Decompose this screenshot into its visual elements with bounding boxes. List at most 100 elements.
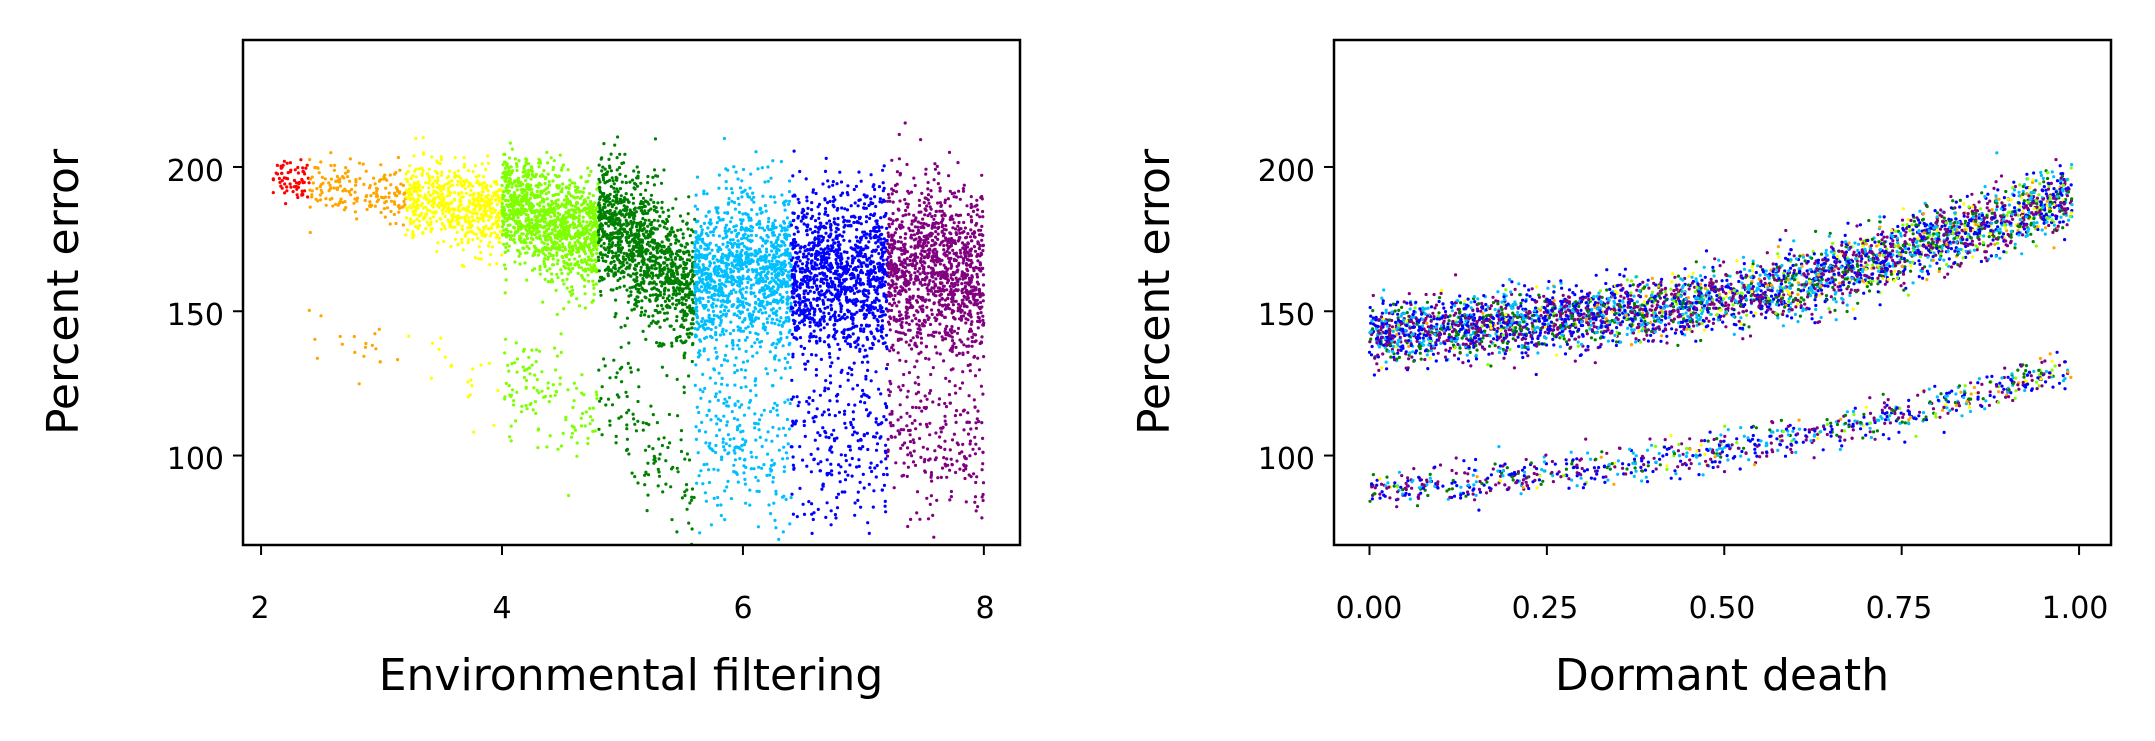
data-point	[746, 234, 750, 238]
data-point	[611, 256, 615, 260]
data-point	[733, 451, 737, 455]
data-point	[713, 346, 717, 350]
data-point	[570, 236, 574, 240]
data-point	[643, 249, 647, 253]
data-point	[684, 318, 688, 322]
data-point	[614, 236, 618, 240]
data-point	[588, 406, 592, 411]
data-point	[683, 302, 687, 306]
data-point	[409, 186, 413, 190]
data-point	[527, 173, 531, 177]
data-point	[523, 261, 527, 265]
data-point	[399, 182, 403, 186]
data-point	[743, 317, 747, 321]
data-point	[750, 268, 755, 272]
data-point	[641, 232, 646, 236]
data-point	[337, 180, 341, 184]
data-point	[785, 335, 789, 339]
data-point	[627, 244, 631, 248]
data-point	[770, 272, 774, 276]
data-point	[587, 213, 591, 217]
data-point	[609, 169, 614, 173]
data-point	[561, 242, 565, 246]
data-point	[769, 469, 773, 473]
data-point	[354, 183, 358, 187]
data-point	[733, 312, 737, 316]
data-point	[503, 171, 507, 175]
data-point	[500, 225, 504, 229]
data-point	[695, 248, 699, 252]
data-point	[665, 248, 669, 252]
data-point	[537, 391, 541, 395]
data-point	[576, 229, 580, 233]
data-point	[727, 396, 732, 400]
data-point	[587, 210, 591, 215]
data-point	[456, 208, 460, 212]
data-point	[771, 406, 775, 410]
data-point	[462, 182, 466, 186]
data-point	[440, 170, 444, 174]
data-point	[546, 242, 550, 246]
data-point	[721, 440, 725, 444]
data-point	[404, 216, 408, 220]
data-point	[520, 212, 524, 216]
data-point	[603, 181, 607, 185]
data-point	[658, 214, 662, 218]
data-point	[646, 224, 650, 228]
data-point	[604, 403, 608, 407]
data-point	[771, 230, 776, 234]
data-point	[687, 287, 692, 291]
data-point	[551, 280, 555, 284]
data-point	[749, 247, 753, 251]
data-point	[706, 308, 711, 312]
data-point	[705, 253, 709, 257]
data-point	[625, 411, 629, 415]
data-point	[658, 325, 662, 329]
data-point	[641, 421, 645, 425]
data-point	[431, 182, 435, 186]
data-point	[285, 189, 289, 193]
data-point	[720, 292, 724, 297]
data-point	[614, 177, 618, 181]
data-point	[723, 353, 728, 357]
data-point	[562, 307, 566, 311]
data-point	[765, 286, 769, 291]
data-point	[698, 296, 702, 300]
data-point	[517, 237, 522, 241]
data-point	[721, 273, 725, 278]
data-point	[397, 206, 402, 210]
data-point	[770, 266, 774, 270]
data-point	[435, 181, 439, 185]
data-point	[705, 192, 709, 196]
data-point	[709, 418, 713, 422]
data-point	[623, 152, 627, 156]
data-point	[630, 225, 634, 229]
data-point	[779, 160, 784, 164]
data-point	[741, 360, 746, 364]
data-point	[411, 230, 415, 234]
data-point	[780, 229, 784, 233]
data-point	[643, 473, 647, 477]
data-point	[767, 281, 771, 285]
data-point	[714, 443, 718, 448]
data-point	[509, 165, 513, 169]
data-point	[737, 210, 742, 214]
data-point	[302, 180, 306, 184]
data-point	[637, 170, 641, 174]
data-point	[745, 212, 749, 216]
data-point	[652, 458, 656, 462]
data-point	[328, 183, 332, 187]
data-point	[461, 207, 465, 211]
data-point	[778, 233, 782, 237]
data-point	[513, 260, 517, 264]
data-point	[647, 314, 651, 319]
data-point	[667, 305, 671, 309]
data-point	[776, 301, 780, 305]
data-point	[731, 304, 735, 308]
data-point	[664, 304, 668, 308]
data-point	[701, 482, 705, 486]
data-point	[785, 228, 789, 232]
data-point	[670, 518, 674, 522]
data-point	[339, 197, 343, 201]
data-point	[369, 204, 373, 209]
